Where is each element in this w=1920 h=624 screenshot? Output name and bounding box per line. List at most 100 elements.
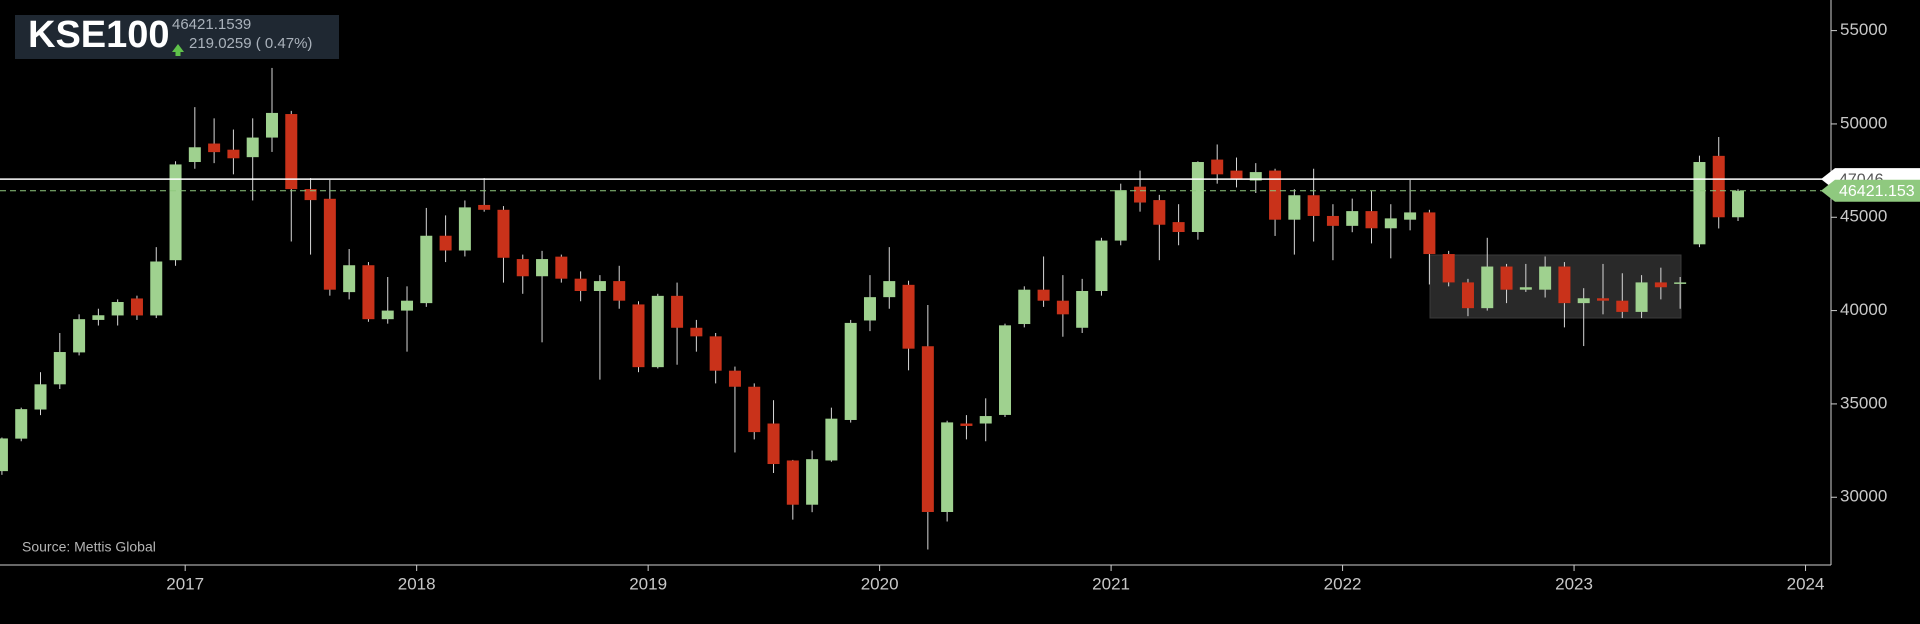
candle-body — [1384, 218, 1397, 229]
x-tick-label: 2019 — [629, 574, 667, 593]
x-tick-label: 2024 — [1787, 574, 1825, 593]
candle-body — [1134, 186, 1147, 203]
candle-body — [0, 438, 8, 472]
candle-body — [343, 265, 356, 293]
candle-body — [709, 336, 722, 371]
candle-body — [1539, 266, 1552, 290]
candle-body — [1654, 282, 1667, 288]
candle-body — [1288, 195, 1301, 220]
candle-body — [960, 423, 973, 426]
candle-body — [651, 295, 664, 368]
candle-body — [53, 352, 66, 385]
x-tick-label: 2017 — [166, 574, 204, 593]
candle-body — [169, 164, 182, 261]
last-value: 46421.1539 — [172, 16, 251, 33]
overlay: 30000 35000 40000 45000 50000 55000 2017 2018 20… — [0, 0, 1920, 593]
candle-body — [1635, 282, 1648, 312]
candle-body — [111, 302, 124, 316]
candle-body — [632, 304, 645, 368]
source-note: Source: Mettis Global — [22, 539, 156, 555]
candle-body — [188, 147, 201, 163]
candle-body — [304, 189, 317, 201]
price-tag — [1821, 179, 1920, 202]
candle-body — [73, 319, 86, 353]
price-tag-label: 46421.153 — [1839, 183, 1915, 200]
up-arrow — [172, 44, 184, 56]
candle-body — [1558, 266, 1571, 304]
candle-body — [748, 386, 761, 433]
x-tick-label: 2018 — [398, 574, 436, 593]
candle-body — [1153, 200, 1166, 225]
candle-body — [458, 207, 471, 251]
candle-body — [883, 281, 896, 298]
candle-body — [1596, 298, 1609, 301]
candle-body — [381, 310, 394, 320]
candle-body — [1114, 190, 1127, 241]
y-tick-label: 55000 — [1840, 20, 1887, 39]
candle-body — [593, 281, 606, 291]
x-tick-label: 2023 — [1555, 574, 1593, 593]
change-label: 219.0259 ( 0.47%) — [189, 35, 312, 52]
candles — [0, 67, 1745, 550]
candle-body — [478, 204, 491, 210]
symbol-title: KSE100 — [28, 14, 170, 56]
candle-body — [1404, 212, 1417, 220]
candle-body — [1693, 162, 1706, 245]
candle-body — [401, 300, 414, 311]
candle-body — [1018, 289, 1031, 325]
candle-body — [941, 422, 954, 512]
candle-body — [1056, 300, 1069, 315]
candle-body — [1616, 300, 1629, 312]
candle-body — [1500, 266, 1513, 290]
candle-body — [1230, 170, 1243, 180]
x-tick-label: 2021 — [1092, 574, 1130, 593]
candle-body — [767, 423, 780, 465]
y-tick-label: 50000 — [1840, 113, 1887, 132]
candle-body — [1481, 266, 1494, 309]
candle-body — [1732, 190, 1745, 218]
candle-body — [1461, 282, 1474, 309]
candle-body — [130, 298, 143, 316]
candle-body — [516, 259, 529, 277]
candle-body — [92, 315, 105, 320]
candle-body — [246, 137, 259, 158]
candle-body — [420, 235, 433, 304]
candle-body — [1365, 211, 1378, 229]
candle-body — [671, 295, 684, 328]
candle-body — [208, 143, 221, 153]
candle-body — [285, 114, 298, 190]
candle-body — [1076, 290, 1089, 328]
candle-body — [921, 346, 934, 512]
candle-body — [1326, 215, 1339, 226]
candle-body — [1577, 298, 1590, 304]
candle-body — [1519, 287, 1532, 290]
candle-body — [1674, 282, 1687, 284]
candle-body — [1037, 289, 1050, 301]
candle-body — [574, 278, 587, 291]
x-tick-label: 2022 — [1324, 574, 1362, 593]
y-tick-label: 35000 — [1840, 393, 1887, 412]
candle-body — [786, 460, 799, 505]
candle-body — [1249, 172, 1262, 181]
candle-body — [265, 112, 278, 138]
y-tick-label: 30000 — [1840, 487, 1887, 506]
candle-body — [1712, 155, 1725, 218]
candle-body — [1423, 212, 1436, 255]
candle-body — [536, 259, 549, 277]
candle-body — [1307, 195, 1320, 216]
candle-body — [902, 284, 915, 349]
candle-body — [863, 297, 876, 321]
candle-body — [999, 325, 1012, 415]
candle-body — [1442, 254, 1455, 283]
x-tick-label: 2020 — [861, 574, 899, 593]
candle-body — [1172, 222, 1185, 233]
candle-body — [497, 209, 510, 258]
candle-body — [15, 409, 28, 439]
candle-body — [150, 261, 163, 316]
candle-body — [979, 416, 992, 424]
y-tick-label: 40000 — [1840, 300, 1887, 319]
candle-body — [1191, 162, 1204, 233]
candle-body — [362, 265, 375, 320]
